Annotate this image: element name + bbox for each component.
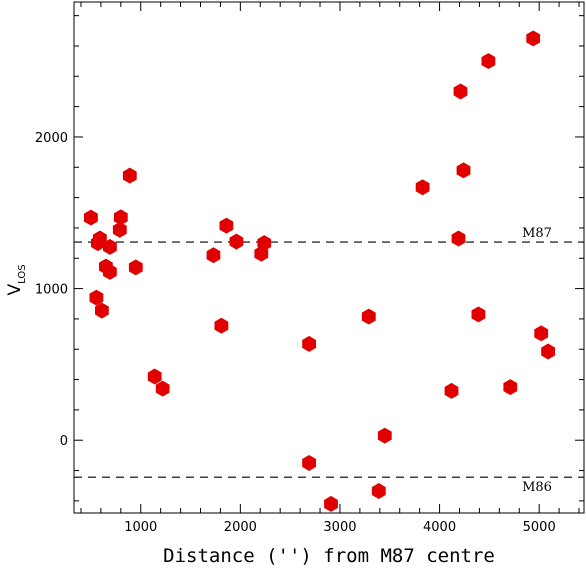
data-point	[534, 325, 549, 342]
x-tick-label: 5000	[523, 520, 556, 535]
data-point	[444, 382, 459, 399]
y-axis-label: V	[5, 284, 25, 296]
x-axis-title: Distance ('') from M87 centre	[163, 545, 495, 567]
data-point	[471, 306, 486, 323]
data-point	[95, 302, 109, 319]
data-point	[112, 221, 127, 238]
data-point	[453, 83, 468, 100]
data-point	[122, 167, 137, 184]
plot-frame	[73, 1, 585, 514]
x-tick-label: 2000	[224, 520, 257, 535]
data-point	[147, 368, 162, 385]
data-point	[324, 495, 338, 512]
data-point	[103, 263, 117, 280]
x-tick-label: 3000	[323, 520, 356, 535]
data-points	[84, 30, 555, 512]
y-tick-label: 1000	[35, 283, 68, 298]
data-point	[93, 230, 107, 247]
data-point	[103, 238, 117, 255]
data-point	[229, 233, 244, 250]
data-point	[503, 379, 518, 396]
data-point	[451, 230, 466, 247]
data-point	[371, 483, 386, 499]
reference-line-label: M86	[522, 480, 552, 495]
data-point	[377, 427, 392, 444]
data-point	[361, 308, 376, 325]
data-point	[456, 162, 471, 179]
data-point	[302, 455, 317, 471]
axis-ticks: 1000 2000 3000 4000 5000 0 1000 2000	[35, 2, 584, 535]
data-point	[415, 179, 430, 196]
y-axis-title-main: VLOS	[5, 264, 28, 295]
data-point	[214, 317, 229, 334]
y-tick-label: 2000	[35, 131, 68, 146]
data-point	[257, 235, 272, 252]
reference-line-label: M87	[522, 226, 552, 241]
data-point	[206, 247, 221, 264]
data-point	[541, 343, 555, 360]
x-tick-label: 4000	[423, 520, 456, 535]
x-tick-label: 1000	[124, 520, 157, 535]
data-point	[155, 380, 170, 397]
y-tick-label: 0	[60, 434, 68, 449]
data-point	[84, 209, 98, 226]
data-point	[128, 259, 143, 276]
data-point	[113, 209, 128, 226]
data-point	[481, 53, 496, 70]
data-point	[526, 30, 541, 47]
data-point	[219, 217, 234, 234]
data-point	[89, 289, 104, 306]
reference-lines: M87 M86	[74, 226, 584, 495]
y-axis-label-subscript: LOS	[17, 264, 28, 283]
y-axis-title: VLOS	[5, 264, 28, 295]
data-point	[302, 335, 317, 352]
